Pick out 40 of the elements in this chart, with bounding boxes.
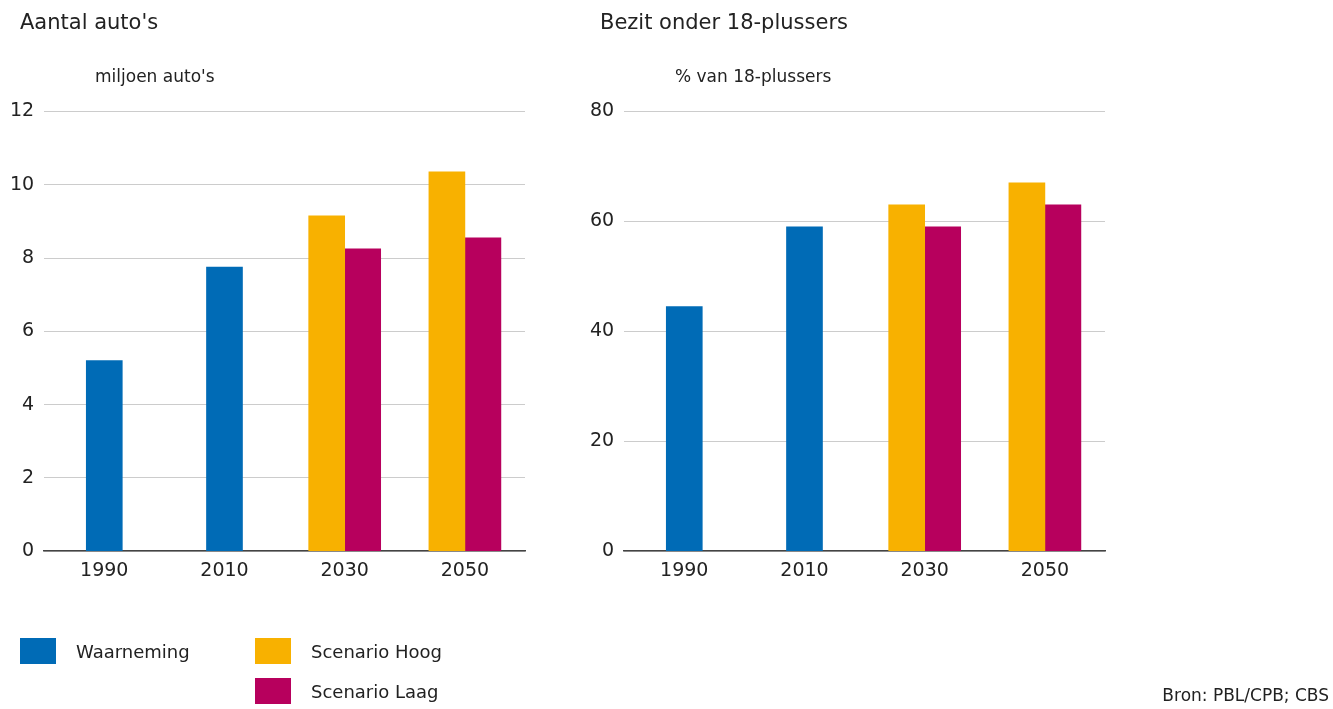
x-tick-label: 2050 — [440, 557, 490, 580]
x-tick-label: 2010 — [200, 557, 249, 580]
y-tick-label: 80 — [589, 98, 615, 121]
bar — [1044, 204, 1082, 552]
bar — [888, 204, 926, 552]
y-tick-label: 12 — [9, 98, 35, 121]
y-tick-label: 60 — [589, 208, 615, 231]
bar — [308, 215, 346, 552]
legend-label: Scenario Laag — [311, 680, 439, 702]
bar — [344, 248, 382, 552]
chart-title: Bezit onder 18-plussers — [600, 10, 848, 34]
y-tick-label: 0 — [602, 538, 615, 561]
y-axis-title: % van 18-plussers — [675, 66, 832, 86]
bar — [428, 171, 466, 552]
bar — [85, 360, 123, 552]
y-tick-label: 0 — [22, 538, 35, 561]
x-tick-label: 1990 — [80, 557, 129, 580]
bar — [1008, 182, 1046, 552]
y-tick-label: 4 — [22, 391, 35, 414]
y-tick-label: 8 — [22, 244, 35, 267]
x-tick-label: 1990 — [660, 557, 709, 580]
y-tick-label: 2 — [22, 464, 35, 487]
x-tick-label: 2030 — [320, 557, 369, 580]
bar — [786, 226, 823, 552]
x-tick-label: 2050 — [1020, 557, 1070, 580]
text: Bron: PBL/CPB; CBS — [1162, 685, 1329, 705]
chart-title: Aantal auto's — [20, 10, 159, 34]
y-tick-label: 6 — [22, 318, 35, 341]
legend-label: Scenario Hoog — [311, 640, 442, 662]
y-axis-title: miljoen auto's — [95, 66, 215, 86]
x-tick-label: 2030 — [900, 557, 949, 580]
y-tick-label: 40 — [589, 318, 615, 341]
bar — [464, 237, 502, 552]
y-tick-label: 20 — [589, 428, 615, 451]
legend-label: Waarneming — [76, 640, 190, 662]
bar — [206, 266, 243, 552]
bar — [924, 226, 962, 552]
bar — [665, 306, 703, 552]
x-tick-label: 2010 — [780, 557, 829, 580]
y-tick-label: 10 — [9, 171, 35, 194]
